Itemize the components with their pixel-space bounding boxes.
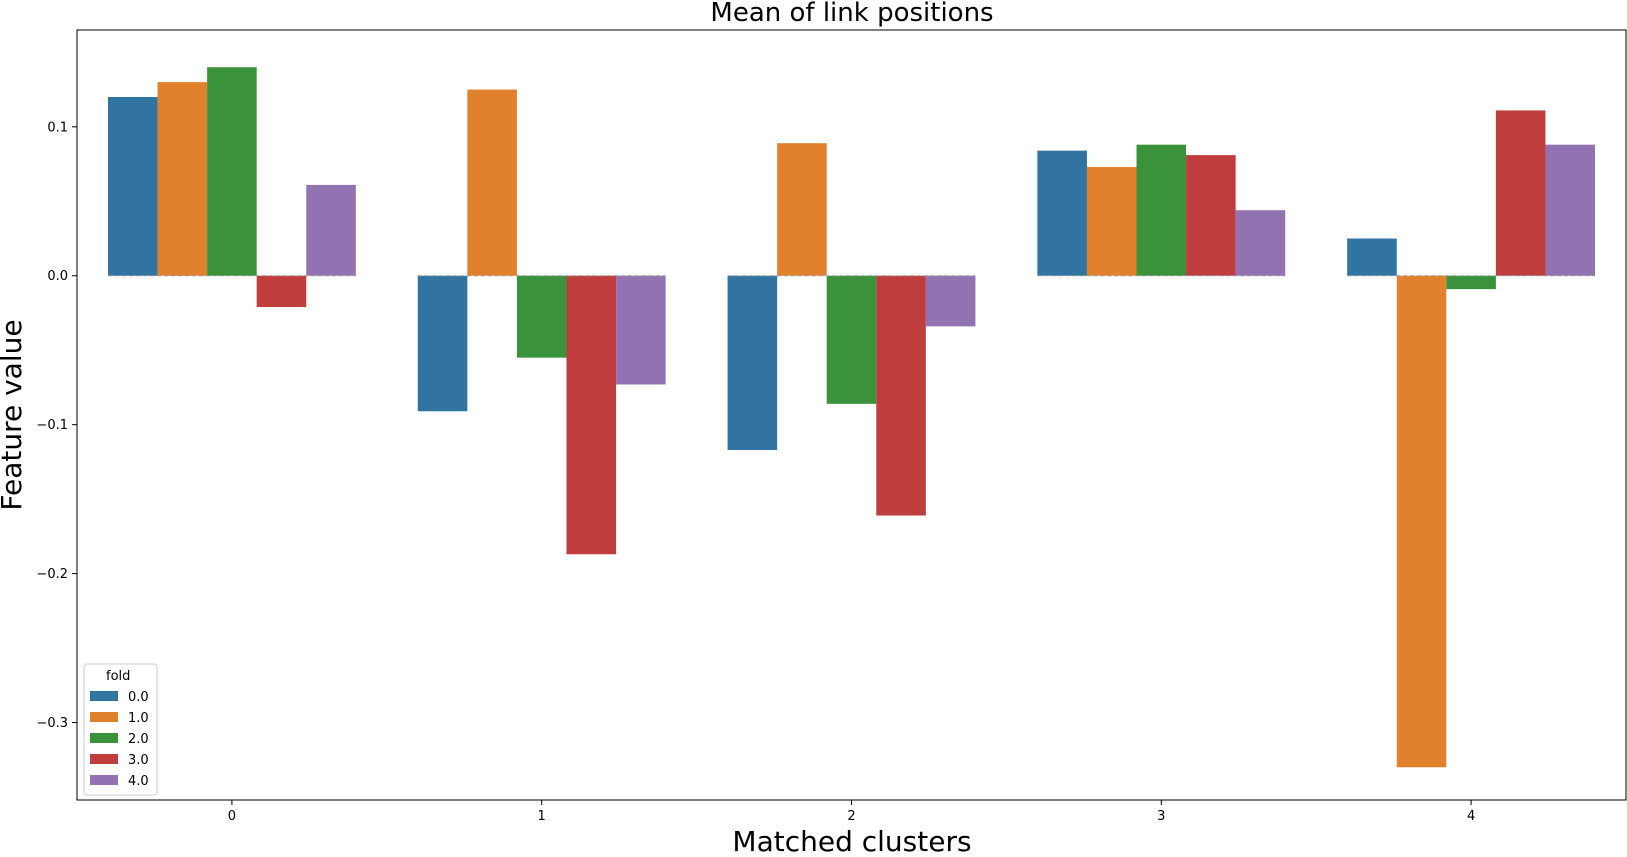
bar-cluster-3-fold-2-0: [1136, 144, 1187, 276]
bar-cluster-0-fold-4-0: [306, 184, 356, 276]
bar-cluster-1-fold-3-0: [566, 275, 617, 555]
bar-cluster-2-fold-2-0: [826, 275, 877, 404]
y-tick-label: −0.1: [36, 418, 68, 433]
legend-label-fold-4-0: 4.0: [128, 774, 149, 789]
bar-cluster-1-fold-1-0: [467, 89, 517, 276]
bar-cluster-3-fold-1-0: [1086, 167, 1137, 276]
y-axis: 0.1 0.0 −0.1 −0.2 −0.3: [36, 120, 77, 731]
bar-cluster-1-fold-2-0: [516, 275, 567, 358]
legend-swatch-fold-2-0: [90, 733, 118, 743]
legend-label-fold-2-0: 2.0: [128, 732, 149, 747]
legend-swatch-fold-4-0: [90, 775, 118, 785]
chart-title: Mean of link positions: [710, 0, 993, 28]
legend-label-fold-1-0: 1.0: [128, 711, 149, 726]
plot-frame: [76, 29, 1627, 801]
bars-group: [107, 67, 1596, 768]
legend: fold 0.0 1.0 2.0 3.0 4.0: [83, 663, 158, 796]
y-tick-label: −0.2: [36, 567, 68, 582]
y-tick-label: −0.3: [36, 716, 68, 731]
bar-cluster-0-fold-0-0: [107, 97, 158, 276]
bar-cluster-4-fold-0-0: [1347, 238, 1397, 276]
x-tick-label: 2: [847, 809, 855, 824]
x-axis-label: Matched clusters: [732, 825, 971, 857]
x-tick-label: 1: [538, 809, 546, 824]
bar-cluster-2-fold-3-0: [876, 275, 926, 516]
x-tick-label: 3: [1157, 809, 1165, 824]
legend-title: fold: [106, 669, 130, 684]
legend-label-fold-3-0: 3.0: [128, 753, 149, 768]
legend-label-fold-0-0: 0.0: [128, 690, 149, 705]
bar-cluster-4-fold-3-0: [1495, 110, 1546, 276]
bar-cluster-4-fold-4-0: [1545, 144, 1596, 276]
legend-swatch-fold-1-0: [90, 712, 118, 722]
x-tick-label: 4: [1467, 809, 1475, 824]
legend-swatch-fold-3-0: [90, 754, 118, 764]
bar-cluster-2-fold-1-0: [777, 143, 827, 276]
bar-cluster-0-fold-2-0: [207, 67, 257, 276]
y-tick-label: 0.1: [47, 120, 68, 135]
bar-cluster-2-fold-4-0: [925, 275, 976, 327]
legend-swatch-fold-0-0: [90, 691, 118, 701]
x-tick-label: 0: [228, 809, 236, 824]
bar-cluster-3-fold-4-0: [1235, 210, 1286, 276]
bar-cluster-0-fold-3-0: [256, 275, 307, 308]
bar-cluster-1-fold-4-0: [616, 275, 666, 385]
bar-cluster-4-fold-1-0: [1396, 275, 1447, 768]
bar-cluster-0-fold-1-0: [157, 82, 208, 276]
y-axis-label: Feature value: [0, 319, 28, 510]
y-tick-label: 0.0: [47, 269, 68, 284]
legend-items: 0.0 1.0 2.0 3.0 4.0: [90, 690, 149, 789]
bar-cluster-1-fold-0-0: [417, 275, 468, 412]
bar-cluster-4-fold-2-0: [1446, 275, 1496, 290]
x-axis: 0 1 2 3 4: [228, 800, 1475, 824]
bar-cluster-2-fold-0-0: [727, 275, 778, 450]
bar-cluster-3-fold-3-0: [1186, 155, 1236, 276]
bar-cluster-3-fold-0-0: [1037, 150, 1087, 276]
